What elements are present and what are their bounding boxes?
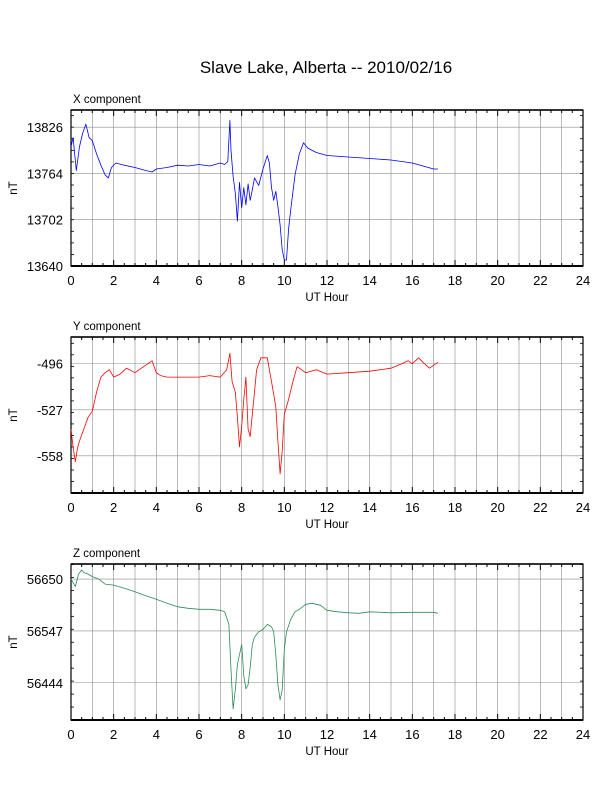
x-axis-label: UT Hour — [305, 292, 348, 304]
x-tick-label: 10 — [277, 727, 291, 742]
x-tick-label: 16 — [405, 727, 419, 742]
page-title: Slave Lake, Alberta -- 2010/02/16 — [199, 58, 453, 77]
x-axis-label: UT Hour — [305, 519, 348, 531]
y-tick-label: 13764 — [27, 166, 63, 181]
x-tick-label: 12 — [320, 273, 334, 288]
x-tick-label: 8 — [238, 273, 245, 288]
y-tick-label: -496 — [37, 357, 63, 372]
x-tick-label: 24 — [576, 727, 590, 742]
x-tick-label: 20 — [490, 273, 504, 288]
x-tick-label: 24 — [576, 273, 590, 288]
x-tick-label: 0 — [67, 273, 74, 288]
y-axis-label: nT — [8, 408, 20, 421]
x-tick-label: 10 — [277, 273, 291, 288]
y-tick-label: 13640 — [27, 259, 63, 274]
x-tick-label: 0 — [67, 727, 74, 742]
x-tick-label: 2 — [110, 273, 117, 288]
x-tick-label: 4 — [153, 500, 160, 515]
x-tick-label: 22 — [533, 273, 547, 288]
y-tick-label: 13702 — [27, 213, 63, 228]
series-line-1 — [70, 120, 438, 261]
y-tick-label: -558 — [37, 449, 63, 464]
y-tick-label: -527 — [37, 403, 63, 418]
series-line-2 — [70, 352, 439, 475]
x-tick-label: 16 — [405, 273, 419, 288]
x-axis-label: UT Hour — [305, 746, 348, 758]
x-tick-label: 8 — [238, 727, 245, 742]
panel-label: Y component — [73, 321, 141, 333]
y-tick-label: 13826 — [27, 120, 63, 135]
x-tick-label: 2 — [110, 727, 117, 742]
x-tick-label: 6 — [195, 727, 202, 742]
y-axis-label: nT — [8, 635, 20, 648]
x-tick-label: 18 — [448, 273, 462, 288]
y-tick-label: 56650 — [27, 572, 63, 587]
x-tick-label: 22 — [533, 500, 547, 515]
x-tick-label: 12 — [320, 500, 334, 515]
y-tick-label: 56547 — [27, 624, 63, 639]
x-tick-label: 18 — [448, 727, 462, 742]
x-tick-label: 14 — [362, 727, 376, 742]
y-tick-label: 56444 — [27, 676, 63, 691]
x-tick-label: 14 — [362, 273, 376, 288]
chart-panel-1: 0 2 4 6 8 10 12 14 16 18 20 22 241364013702137641382… — [8, 94, 590, 304]
series-line-3 — [70, 569, 438, 710]
x-tick-label: 22 — [533, 727, 547, 742]
x-tick-label: 12 — [320, 727, 334, 742]
x-tick-label: 14 — [362, 500, 376, 515]
x-tick-label: 6 — [195, 273, 202, 288]
x-tick-label: 20 — [490, 500, 504, 515]
panel-label: Z component — [73, 548, 141, 560]
panel-label: X component — [73, 94, 142, 106]
x-tick-label: 0 — [67, 500, 74, 515]
x-tick-label: 18 — [448, 500, 462, 515]
x-tick-label: 8 — [238, 500, 245, 515]
x-tick-label: 20 — [490, 727, 504, 742]
x-tick-label: 24 — [576, 500, 590, 515]
x-tick-label: 4 — [153, 273, 160, 288]
x-tick-label: 4 — [153, 727, 160, 742]
y-axis-label: nT — [8, 181, 20, 194]
x-tick-label: 6 — [195, 500, 202, 515]
x-tick-label: 2 — [110, 500, 117, 515]
x-tick-label: 16 — [405, 500, 419, 515]
x-tick-label: 10 — [277, 500, 291, 515]
